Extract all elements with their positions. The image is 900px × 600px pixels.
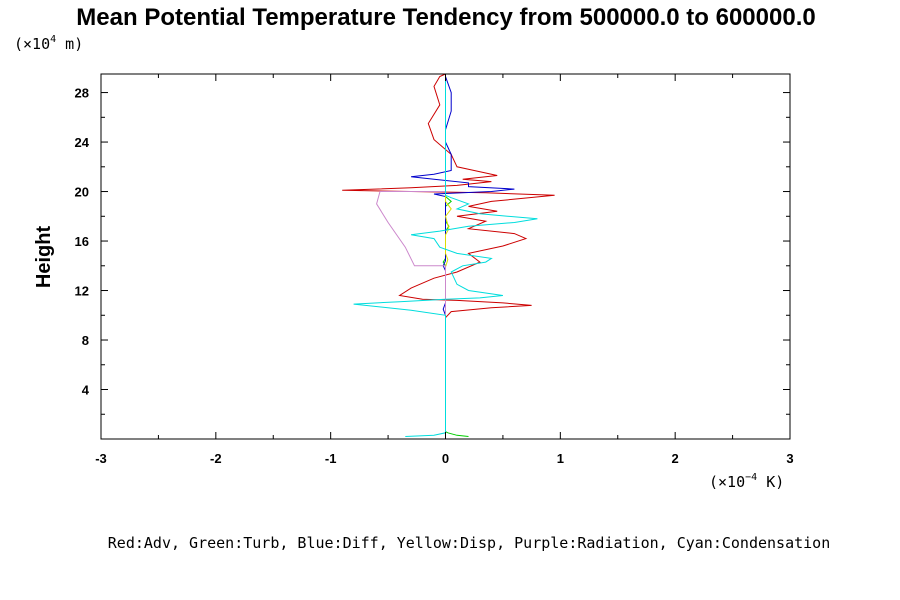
series-line-condensation	[353, 74, 538, 437]
y-unit-base: (×10	[14, 35, 50, 53]
y-axis-label: Height	[33, 226, 55, 289]
y-tick-label: 16	[75, 234, 89, 249]
y-tick-label: 28	[75, 86, 89, 101]
x-tick-label: 0	[442, 451, 449, 466]
x-tick-label: 3	[786, 451, 793, 466]
y-unit-exponent: 4	[50, 34, 56, 45]
y-tick-label: 24	[75, 135, 90, 150]
x-unit-tail: K)	[757, 473, 784, 491]
y-unit-tail: m)	[56, 35, 83, 53]
x-tick-label: 1	[557, 451, 564, 466]
series-line-disp	[444, 74, 452, 433]
y-tick-label: 4	[82, 383, 90, 398]
x-tick-label: 2	[672, 451, 679, 466]
x-tick-label: -1	[325, 451, 337, 466]
plot-series	[342, 73, 555, 437]
legend-caption: Red:Adv, Green:Turb, Blue:Diff, Yellow:D…	[108, 534, 830, 552]
series-line-diff	[411, 74, 515, 433]
y-tick-label: 12	[75, 284, 89, 299]
series-line-turb	[442, 74, 469, 437]
x-unit-exponent: −4	[745, 472, 757, 483]
x-unit-label: (×10−4 K)	[709, 472, 784, 491]
x-tick-label: -2	[210, 451, 222, 466]
series-line-adv	[342, 73, 555, 355]
y-tick-label: 8	[82, 333, 89, 348]
y-unit-label: (×104 m)	[14, 34, 83, 53]
series-line-radiation	[376, 74, 446, 433]
x-tick-labels: -3 -2 -1 0 1 2 3	[95, 451, 793, 466]
x-tick-label: -3	[95, 451, 107, 466]
y-tick-label: 20	[75, 185, 89, 200]
axis-ticks	[100, 74, 791, 439]
x-unit-base: (×10	[709, 473, 745, 491]
y-tick-labels: 4 8 12 16 20 24 28	[75, 86, 90, 398]
chart-title: Mean Potential Temperature Tendency from…	[76, 4, 815, 31]
